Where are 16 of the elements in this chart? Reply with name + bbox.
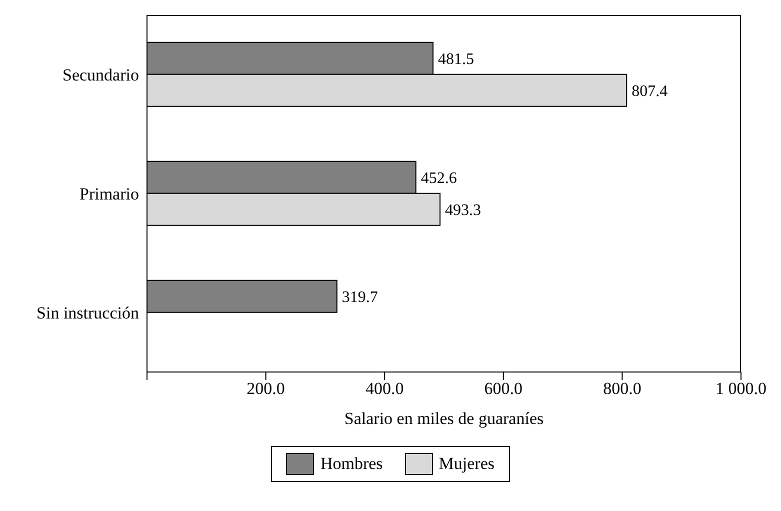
x-tick-label: 1 000.0 [716,379,766,398]
x-tick-label: 200.0 [246,379,285,398]
data-label: 319.7 [342,289,378,306]
data-label: 493.3 [445,202,482,220]
x-tick-label: 400.0 [365,379,404,398]
x-axis-title: Salario en miles de guaraníes [344,409,544,428]
data-label: 481.5 [438,51,474,68]
y-tick-label: Primario [80,184,139,204]
y-tick-label: Secundario [62,66,139,85]
data-label: 452.6 [420,170,457,188]
data-label: 807.4 [632,83,668,100]
legend-label: Mujeres [438,453,495,475]
x-tick-label: 600.0 [484,379,523,398]
y-tick-label: Sin instrucción [36,304,140,323]
legend-label: Hombres [319,453,383,475]
x-tick-label: 800.0 [603,379,642,398]
